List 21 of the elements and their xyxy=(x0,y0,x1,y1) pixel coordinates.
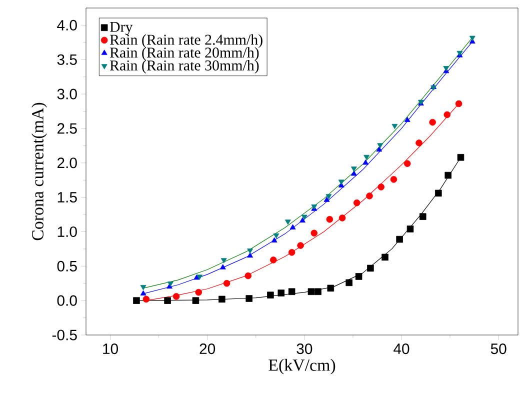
y-tick-label: 2.5 xyxy=(57,123,77,134)
x-axis-title: E(kV/cm) xyxy=(268,358,336,374)
x-tick-label: 20 xyxy=(200,343,216,354)
y-axis-title: Corona current(mA) xyxy=(32,102,47,240)
legend-label: Rain (Rain rate 20mm/h) xyxy=(110,47,259,61)
y-tick-label: 4.0 xyxy=(57,20,77,30)
y-tick-label: 0.5 xyxy=(57,260,77,272)
legend-label: Rain (Rain rate 2.4mm/h) xyxy=(110,34,262,48)
legend-label: Rain (Rain rate 30mm/h) xyxy=(110,60,259,74)
y-tick-label: 1.0 xyxy=(58,226,77,238)
y-tick-label: 3.5 xyxy=(57,54,77,65)
x-tick-label: 50 xyxy=(490,343,506,354)
x-tick-label: 10 xyxy=(103,343,118,354)
y-tick-label: 2.0 xyxy=(57,158,77,168)
y-tick-label: 0.0 xyxy=(57,295,77,306)
legend-label: Dry xyxy=(110,22,133,35)
y-tick-label: 1.5 xyxy=(58,192,77,203)
y-tick-label: 3.0 xyxy=(57,88,77,100)
x-tick-label: 40 xyxy=(394,343,410,354)
x-tick-label: 30 xyxy=(296,343,312,354)
y-tick-label: -0.5 xyxy=(52,330,77,340)
